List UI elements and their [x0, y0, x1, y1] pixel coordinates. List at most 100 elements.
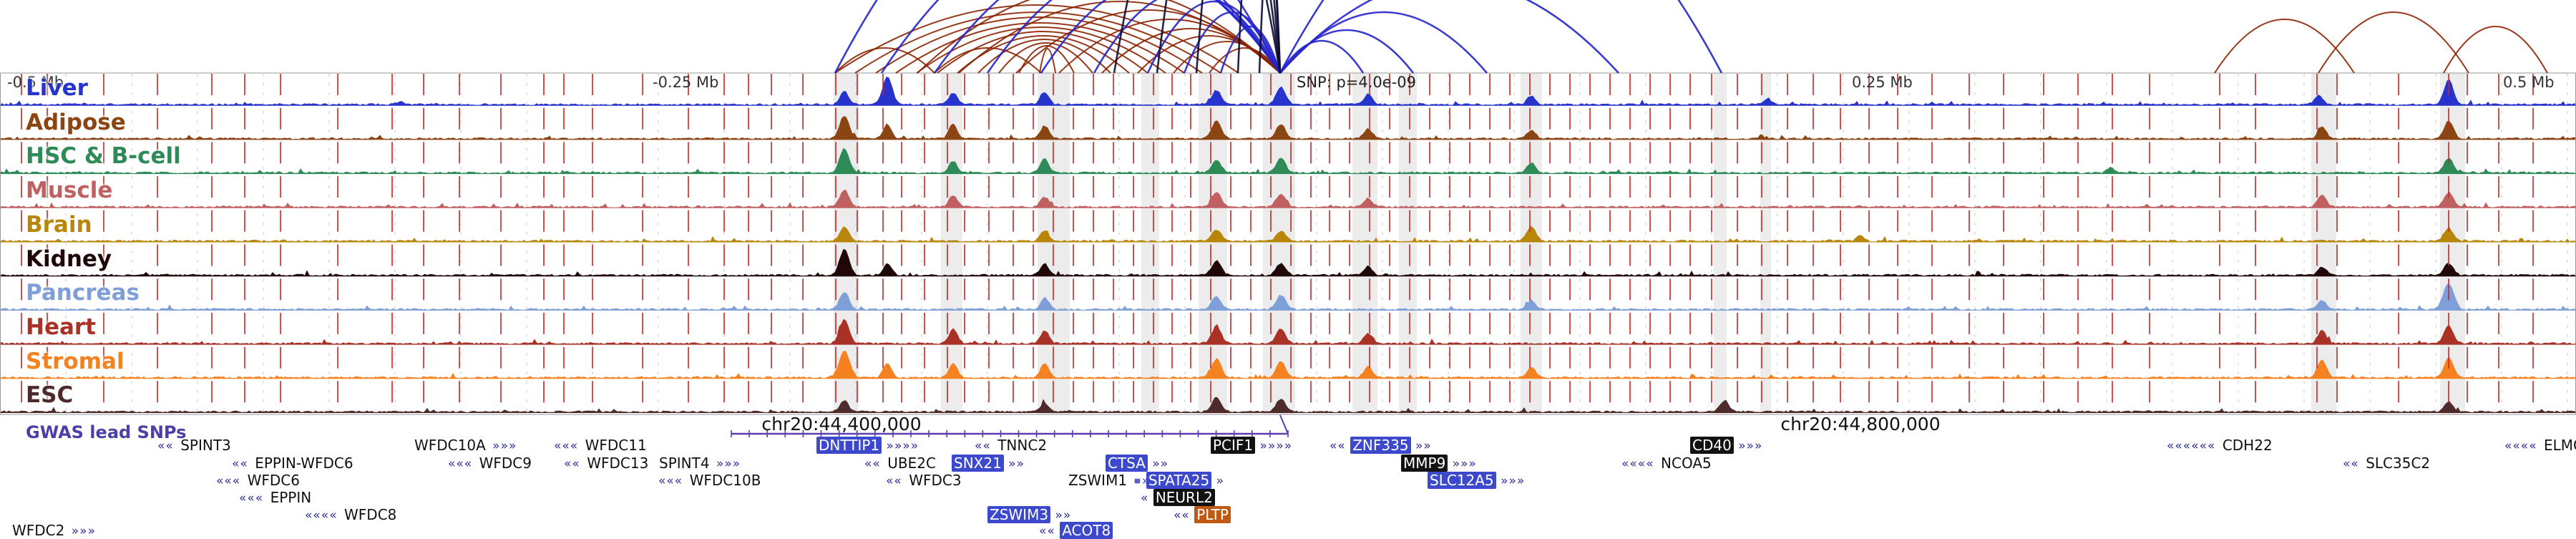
strand-arrows-left-icon: «« [1039, 524, 1060, 538]
gene-spata25[interactable]: « SPATA25 » [1133, 472, 1225, 489]
track-label-pancreas[interactable]: Pancreas [26, 280, 140, 306]
gwas-lead-snps-label: GWAS lead SNPs [26, 422, 187, 442]
track-label-kidney[interactable]: Kidney [26, 246, 112, 272]
track-signal-hsc-b-cell [0, 147, 2576, 175]
gene-label: NCOA5 [1661, 455, 1712, 472]
interaction-arc[interactable] [937, 31, 1148, 74]
gene-label: PCIF1 [1211, 437, 1256, 454]
strand-arrows-right-icon: »»» [487, 439, 517, 453]
gene-ube2c[interactable]: «« UBE2C [864, 456, 938, 471]
interaction-arc[interactable] [934, 47, 1042, 74]
strand-arrows-right-icon: »»» [1496, 474, 1526, 488]
interaction-arc[interactable] [1279, 0, 1723, 74]
coordinate-label-0: chr20:44,400,000 [761, 414, 922, 434]
strand-arrows-left-icon: ««« [239, 491, 268, 505]
gene-cd40[interactable]: CD40 »»» [1690, 437, 1762, 454]
strand-arrows-left-icon: «« [564, 457, 585, 471]
gene-label: SLC35C2 [2366, 455, 2431, 472]
interaction-arc[interactable] [834, 4, 1239, 74]
gene-wfdc3[interactable]: «« WFDC3 [886, 473, 964, 488]
gene-dnttip1[interactable]: DNTTIP1 »»»» [816, 437, 919, 454]
interaction-arc[interactable] [2214, 19, 2355, 74]
gene-wfdc2[interactable]: WFDC2 »»» [10, 523, 96, 538]
highlight-band [1521, 73, 1542, 414]
track-label-stromal[interactable]: Stromal [26, 348, 125, 374]
strand-arrows-right-icon: »»» [711, 457, 741, 471]
gene-label: ZSWIM3 [987, 506, 1051, 523]
gene-snx21[interactable]: SNX21 »» [952, 455, 1025, 472]
gene-eppin[interactable]: ««« EPPIN [239, 490, 313, 505]
gene-spint3[interactable]: «« SPINT3 [157, 438, 233, 453]
strand-arrows-right-icon: »» [1129, 474, 1151, 488]
gene-cdh22[interactable]: «««««« CDH22 [2167, 438, 2275, 453]
interaction-arc[interactable] [1219, 25, 1282, 74]
interaction-arc[interactable] [875, 16, 1203, 74]
track-signal-kidney [0, 248, 2576, 277]
gene-zswim3[interactable]: ZSWIM3 »» [987, 506, 1071, 523]
strand-arrows-left-icon: «««« [305, 508, 343, 523]
track-label-hsc-b-cell[interactable]: HSC & B-cell [26, 143, 181, 170]
gene-mmp9[interactable]: MMP9 »»» [1401, 455, 1477, 472]
track-label-brain[interactable]: Brain [26, 211, 92, 238]
gene-label: WFDC8 [344, 506, 397, 523]
gene-tnnc2[interactable]: «« TNNC2 [975, 438, 1049, 453]
gene-acot8[interactable]: «« ACOT8 [1039, 522, 1113, 539]
track-label-liver[interactable]: Liver [26, 75, 88, 101]
gene-eppin-wfdc6[interactable]: «« EPPIN-WFDC6 [232, 456, 356, 471]
track-signal-liver [0, 76, 2576, 106]
strand-arrows-left-icon: «««« [1621, 457, 1659, 471]
strand-arrows-right-icon: » [1211, 474, 1225, 488]
strand-arrows-left-icon: «««« [2504, 439, 2542, 453]
gene-pltp[interactable]: «« PLTP [1174, 506, 1231, 523]
gene-wfdc6[interactable]: ««« WFDC6 [216, 473, 302, 488]
gene-pcif1[interactable]: PCIF1 »»»» [1211, 437, 1292, 454]
interaction-arc[interactable] [1173, 41, 1281, 74]
gene-wfdc11[interactable]: ««« WFDC11 [554, 438, 649, 453]
gene-wfdc10b[interactable]: ««« WFDC10B [658, 473, 763, 488]
gene-label: SLC12A5 [1428, 472, 1496, 489]
interaction-arc[interactable] [1279, 39, 1365, 74]
gene-spint4[interactable]: SPINT4 »»» [657, 456, 741, 471]
gene-zswim1[interactable]: ZSWIM1 »» [1066, 473, 1150, 488]
track-label-adipose[interactable]: Adipose [26, 109, 126, 135]
interaction-arc[interactable] [1183, 11, 1282, 74]
interaction-arc[interactable] [1146, 0, 1282, 74]
gene-elmo2[interactable]: «««« ELMO2 [2504, 438, 2576, 453]
gene-wfdc9[interactable]: ««« WFDC9 [448, 456, 534, 471]
interaction-arc[interactable] [834, 47, 935, 74]
track-label-heart[interactable]: Heart [26, 314, 96, 340]
gene-slc12a5[interactable]: SLC12A5 »»» [1428, 472, 1526, 489]
interaction-arc[interactable] [986, 0, 1282, 74]
interaction-arc[interactable] [895, 22, 1185, 74]
interaction-arc[interactable] [998, 42, 1093, 74]
gene-label: WFDC10B [689, 472, 761, 489]
interaction-arc[interactable] [1039, 48, 1056, 74]
interaction-arc[interactable] [2443, 26, 2548, 74]
track-label-muscle[interactable]: Muscle [26, 178, 113, 204]
interaction-arc[interactable] [1018, 45, 1075, 74]
interaction-arc[interactable] [1279, 0, 1619, 74]
gene-ctsa[interactable]: CTSA »» [1106, 455, 1169, 472]
gene-wfdc10a[interactable]: WFDC10A »»» [412, 438, 517, 453]
gene-znf335[interactable]: «« ZNF335 »» [1330, 437, 1432, 454]
gene-wfdc8[interactable]: «««« WFDC8 [305, 508, 399, 523]
gene-slc35c2[interactable]: «« SLC35C2 [2343, 456, 2432, 471]
interaction-arc[interactable] [977, 39, 1111, 74]
interaction-arc[interactable] [1040, 0, 1282, 74]
gene-label: ACOT8 [1060, 522, 1113, 539]
interaction-arc[interactable] [917, 0, 1281, 74]
track-label-esc[interactable]: ESC [26, 382, 74, 409]
strand-arrows-left-icon: «« [157, 439, 179, 453]
interaction-arc[interactable] [1093, 0, 1282, 74]
gene-ncoa5[interactable]: «««« NCOA5 [1621, 456, 1714, 471]
gene-neurl2[interactable]: « NEURL2 [1141, 489, 1215, 506]
gene-wfdc13[interactable]: «« WFDC13 [564, 456, 650, 471]
strand-arrows-left-icon: «« [975, 439, 996, 453]
track-signal-muscle [0, 190, 2576, 208]
interaction-arc[interactable] [2318, 11, 2469, 74]
strand-arrows-left-icon: ««« [658, 474, 688, 488]
gene-label: SNX21 [952, 455, 1004, 472]
interaction-arc[interactable] [1258, 0, 1282, 74]
strand-arrows-right-icon: »»» [67, 524, 96, 538]
